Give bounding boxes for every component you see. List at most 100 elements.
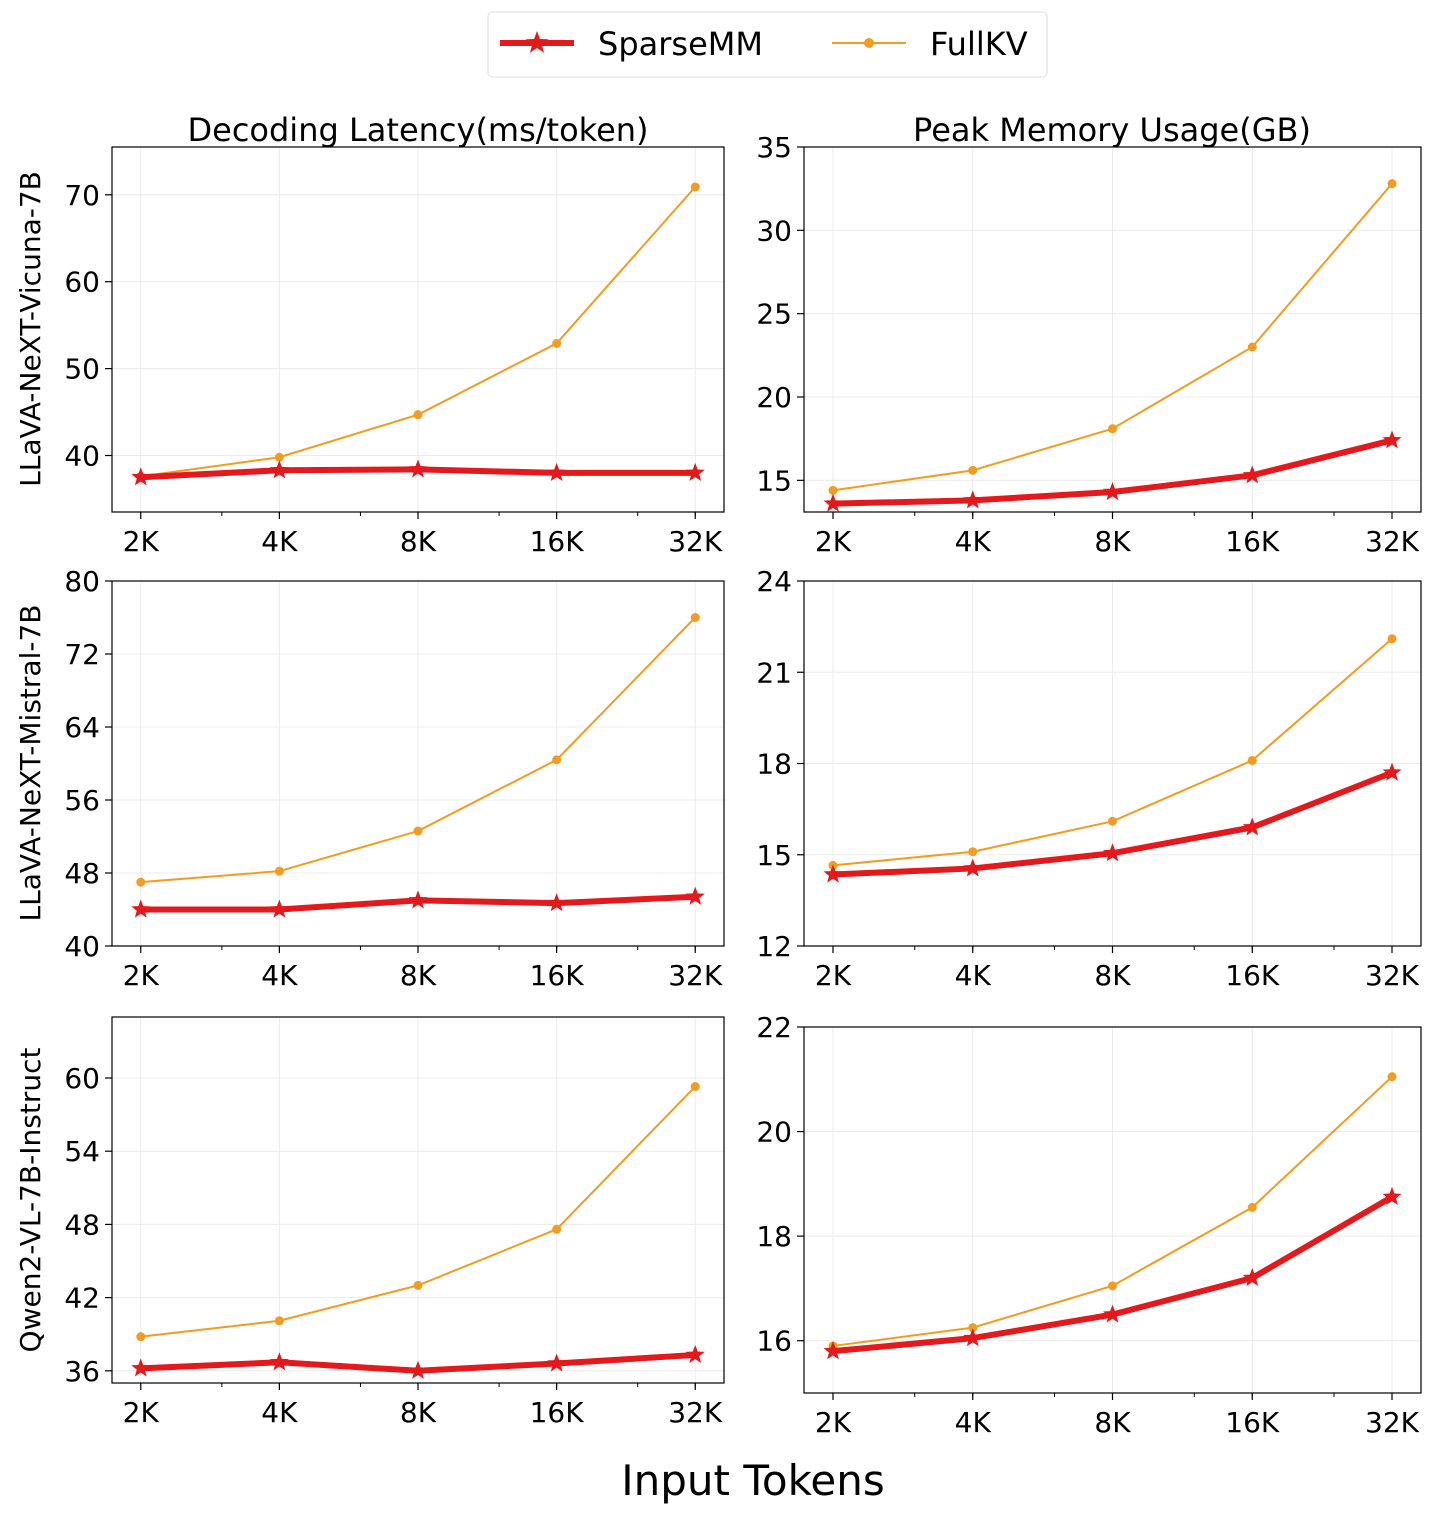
column-title-latency: Decoding Latency(ms/token) — [187, 111, 648, 149]
row-label-0: LLaVA-NeXT-Vicuna-7B — [14, 171, 47, 487]
data-point-fullkv — [690, 182, 700, 192]
y-tick-label: 16 — [756, 1325, 792, 1358]
data-point-fullkv — [1108, 816, 1117, 826]
legend-sparsemm-label: SparseMM — [598, 25, 763, 63]
panel-2-0: 2K 4K 8K 16K 32K 36 42 48 54 60 — [64, 1016, 725, 1429]
y-tick-label: 12 — [756, 930, 792, 963]
data-point-sparsemm — [963, 858, 983, 877]
data-point-sparsemm — [1382, 430, 1402, 449]
data-point-sparsemm — [131, 467, 151, 486]
y-tick-label: 35 — [756, 131, 792, 164]
y-tick-label: 30 — [756, 214, 792, 247]
data-point-sparsemm — [1102, 1304, 1123, 1323]
x-tick-label: 8K — [400, 1396, 437, 1429]
data-point-sparsemm — [131, 899, 151, 918]
data-point-fullkv — [413, 826, 423, 836]
x-tick-label: 2K — [815, 525, 852, 558]
y-tick-label: 80 — [64, 565, 100, 598]
data-point-fullkv — [552, 338, 562, 348]
data-point-fullkv — [1108, 1281, 1117, 1291]
data-point-sparsemm — [1242, 817, 1262, 836]
x-tick-label: 4K — [955, 1406, 992, 1439]
data-point-sparsemm — [408, 459, 428, 478]
data-point-sparsemm — [685, 1344, 705, 1364]
data-point-fullkv — [413, 410, 423, 420]
x-tick-label: 32K — [1365, 1406, 1420, 1439]
panel-1-1: 2K 4K 8K 16K 32K 12 15 18 21 24 — [756, 565, 1422, 992]
x-tick-label: 8K — [1094, 525, 1131, 558]
data-point-fullkv — [690, 613, 700, 622]
x-tick-label: 4K — [261, 525, 298, 558]
data-point-fullkv — [968, 1323, 978, 1333]
x-tick-label: 8K — [1094, 959, 1131, 992]
x-tick-label: 16K — [1225, 525, 1280, 558]
data-point-sparsemm — [1102, 482, 1123, 501]
data-point-sparsemm — [1382, 1186, 1402, 1206]
data-point-fullkv — [136, 1332, 146, 1342]
x-tick-label: 4K — [955, 525, 992, 558]
x-tick-label: 16K — [530, 959, 585, 992]
data-point-sparsemm — [269, 460, 289, 479]
panel-0-1: 2K 4K 8K 16K 32K 15 20 25 30 35 — [756, 131, 1422, 558]
data-point-fullkv — [968, 465, 978, 475]
data-point-sparsemm — [269, 899, 289, 918]
x-tick-label: 2K — [123, 1396, 160, 1429]
x-tick-label: 16K — [530, 525, 585, 558]
column-title-memory: Peak Memory Usage(GB) — [913, 111, 1311, 149]
data-point-fullkv — [1247, 342, 1257, 352]
data-point-fullkv — [274, 1316, 284, 1326]
x-tick-label: 16K — [1225, 1406, 1280, 1439]
data-point-sparsemm — [547, 1353, 567, 1372]
data-point-fullkv — [1387, 634, 1397, 644]
data-point-fullkv — [274, 452, 284, 462]
data-point-fullkv — [1247, 755, 1257, 765]
x-tick-label: 32K — [668, 525, 723, 558]
x-axis-label: Input Tokens — [621, 1456, 884, 1505]
data-point-fullkv — [274, 866, 284, 876]
legend-sparsemm-star-icon — [525, 31, 549, 53]
data-point-fullkv — [1108, 424, 1117, 434]
legend-fullkv-label: FullKV — [930, 25, 1028, 63]
x-tick-label: 32K — [668, 1396, 723, 1429]
x-tick-label: 2K — [123, 959, 160, 992]
y-tick-label: 15 — [756, 464, 792, 497]
data-point-sparsemm — [547, 893, 567, 912]
data-point-sparsemm — [1102, 843, 1123, 862]
data-point-sparsemm — [685, 462, 705, 481]
y-tick-label: 56 — [64, 784, 100, 817]
legend-fullkv-dot-icon — [864, 38, 874, 48]
data-point-fullkv — [552, 1224, 562, 1234]
x-tick-label: 4K — [955, 959, 992, 992]
data-point-sparsemm — [547, 462, 567, 481]
y-tick-label: 60 — [64, 266, 100, 299]
y-tick-label: 42 — [64, 1282, 100, 1315]
y-tick-label: 40 — [64, 440, 100, 473]
x-tick-label: 16K — [1225, 959, 1280, 992]
data-point-sparsemm — [1242, 1267, 1262, 1287]
x-tick-label: 2K — [815, 959, 852, 992]
data-point-sparsemm — [408, 1360, 428, 1379]
y-tick-label: 48 — [64, 857, 100, 890]
y-tick-label: 21 — [756, 656, 792, 689]
x-tick-label: 4K — [261, 959, 298, 992]
y-tick-label: 48 — [64, 1208, 100, 1241]
y-tick-label: 72 — [64, 638, 100, 671]
y-tick-label: 20 — [756, 381, 792, 414]
data-point-fullkv — [1387, 1072, 1397, 1082]
data-point-sparsemm — [408, 890, 428, 909]
row-label-1: LLaVA-NeXT-Mistral-7B — [14, 605, 47, 922]
data-point-sparsemm — [963, 490, 983, 509]
y-tick-label: 15 — [756, 839, 792, 872]
y-tick-label: 24 — [756, 565, 792, 598]
x-tick-label: 4K — [261, 1396, 298, 1429]
panel-1-0: 2K 4K 8K 16K 32K 40 48 56 64 72 80 — [64, 565, 725, 992]
data-point-fullkv — [552, 755, 562, 765]
data-point-sparsemm — [131, 1358, 151, 1377]
y-tick-label: 22 — [756, 1011, 792, 1044]
data-point-sparsemm — [685, 886, 705, 905]
x-tick-label: 8K — [1094, 1406, 1131, 1439]
row-label-2: Qwen2-VL-7B-Instruct — [14, 1048, 47, 1353]
y-tick-label: 40 — [64, 930, 100, 963]
y-tick-label: 70 — [64, 179, 100, 212]
